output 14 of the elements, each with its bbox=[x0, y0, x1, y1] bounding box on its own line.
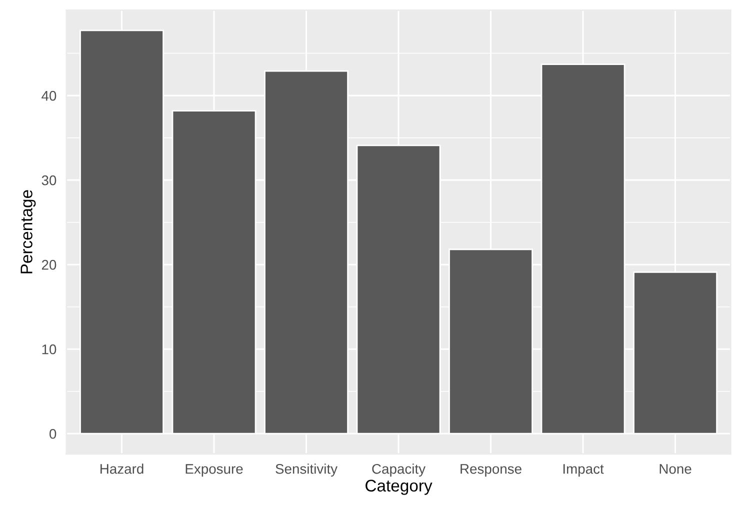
x-axis-title: Category bbox=[366, 480, 432, 495]
x-tick-label: Capacity bbox=[372, 464, 426, 477]
x-tick-label: Response bbox=[460, 464, 522, 477]
x-tick-label: Impact bbox=[563, 464, 604, 477]
y-tick-label: 0 bbox=[50, 428, 56, 439]
x-tick-label: Sensitivity bbox=[276, 464, 338, 477]
y-tick-label: 10 bbox=[42, 344, 56, 354]
y-tick-label: 40 bbox=[42, 90, 56, 101]
x-tick-label: Hazard bbox=[100, 464, 144, 474]
y-tick-label: 30 bbox=[42, 175, 56, 186]
y-axis-title: Percentage bbox=[20, 190, 36, 274]
y-tick-label: 20 bbox=[42, 260, 56, 270]
x-tick-label: None bbox=[660, 464, 692, 474]
x-tick-label: Exposure bbox=[186, 464, 243, 477]
